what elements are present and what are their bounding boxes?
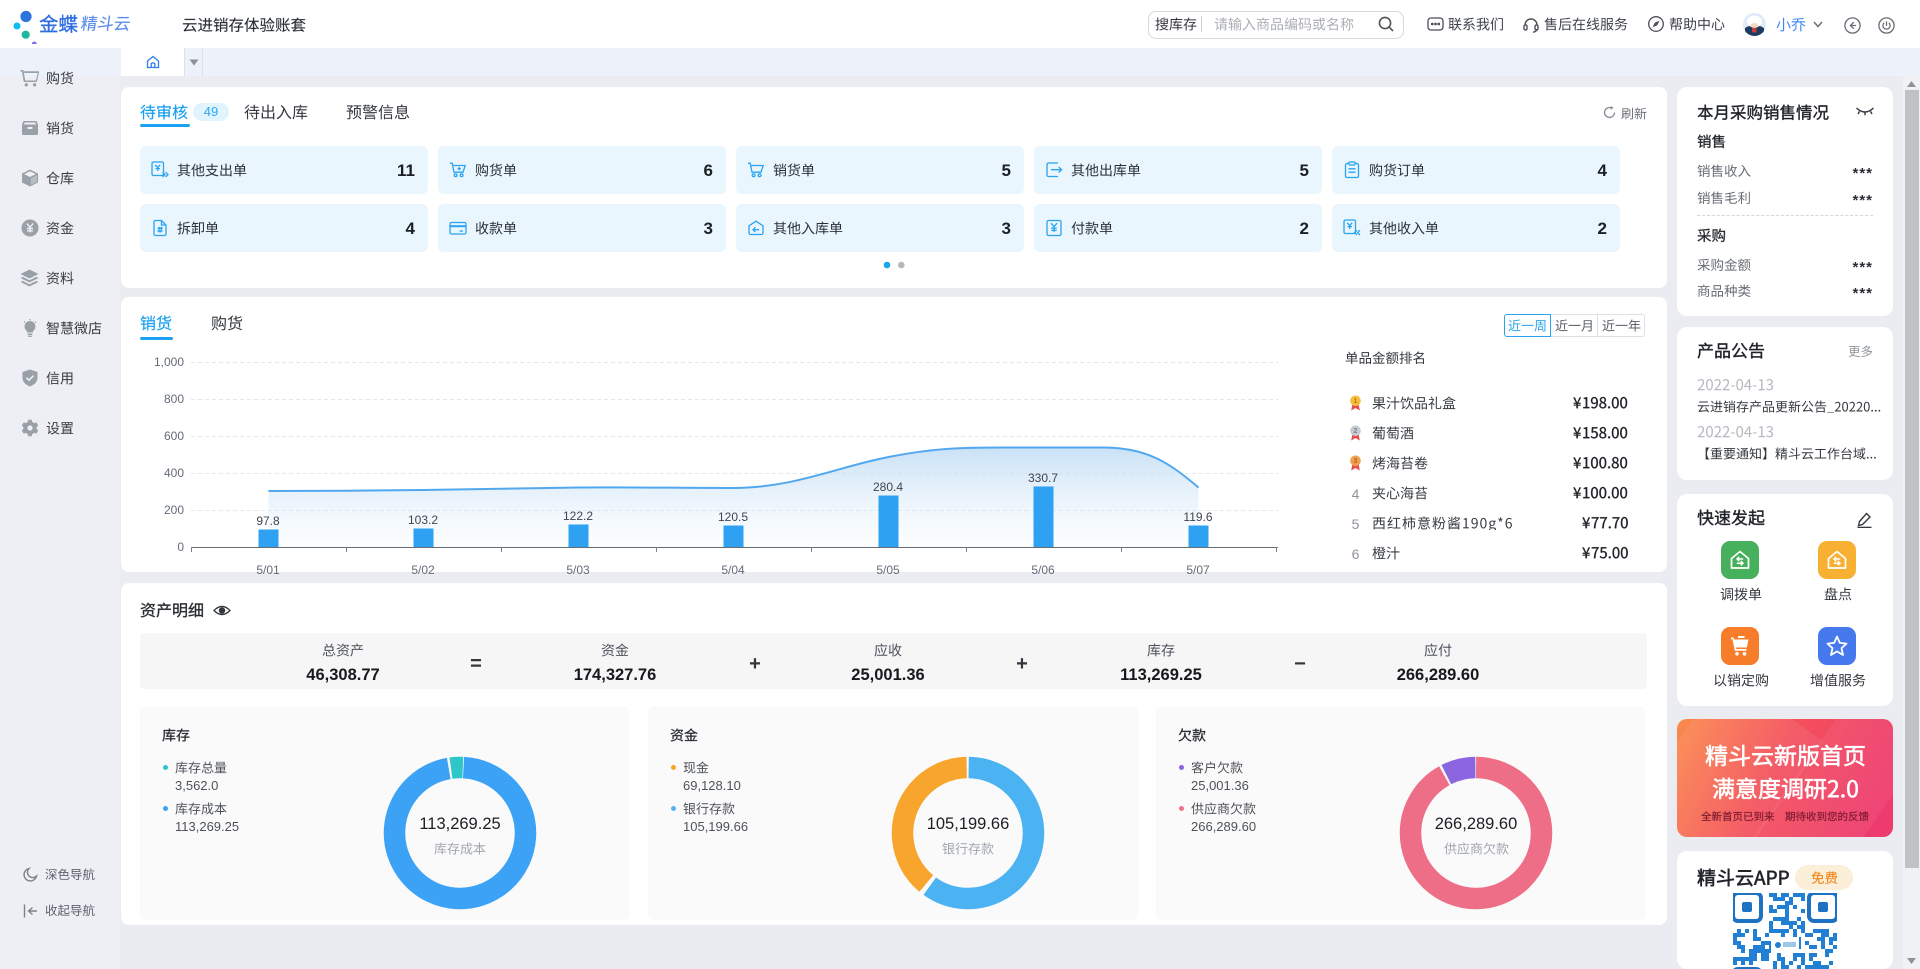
- svg-text:3: 3: [1354, 458, 1358, 465]
- svg-text:1: 1: [1354, 398, 1358, 405]
- svg-text:2: 2: [1354, 428, 1358, 435]
